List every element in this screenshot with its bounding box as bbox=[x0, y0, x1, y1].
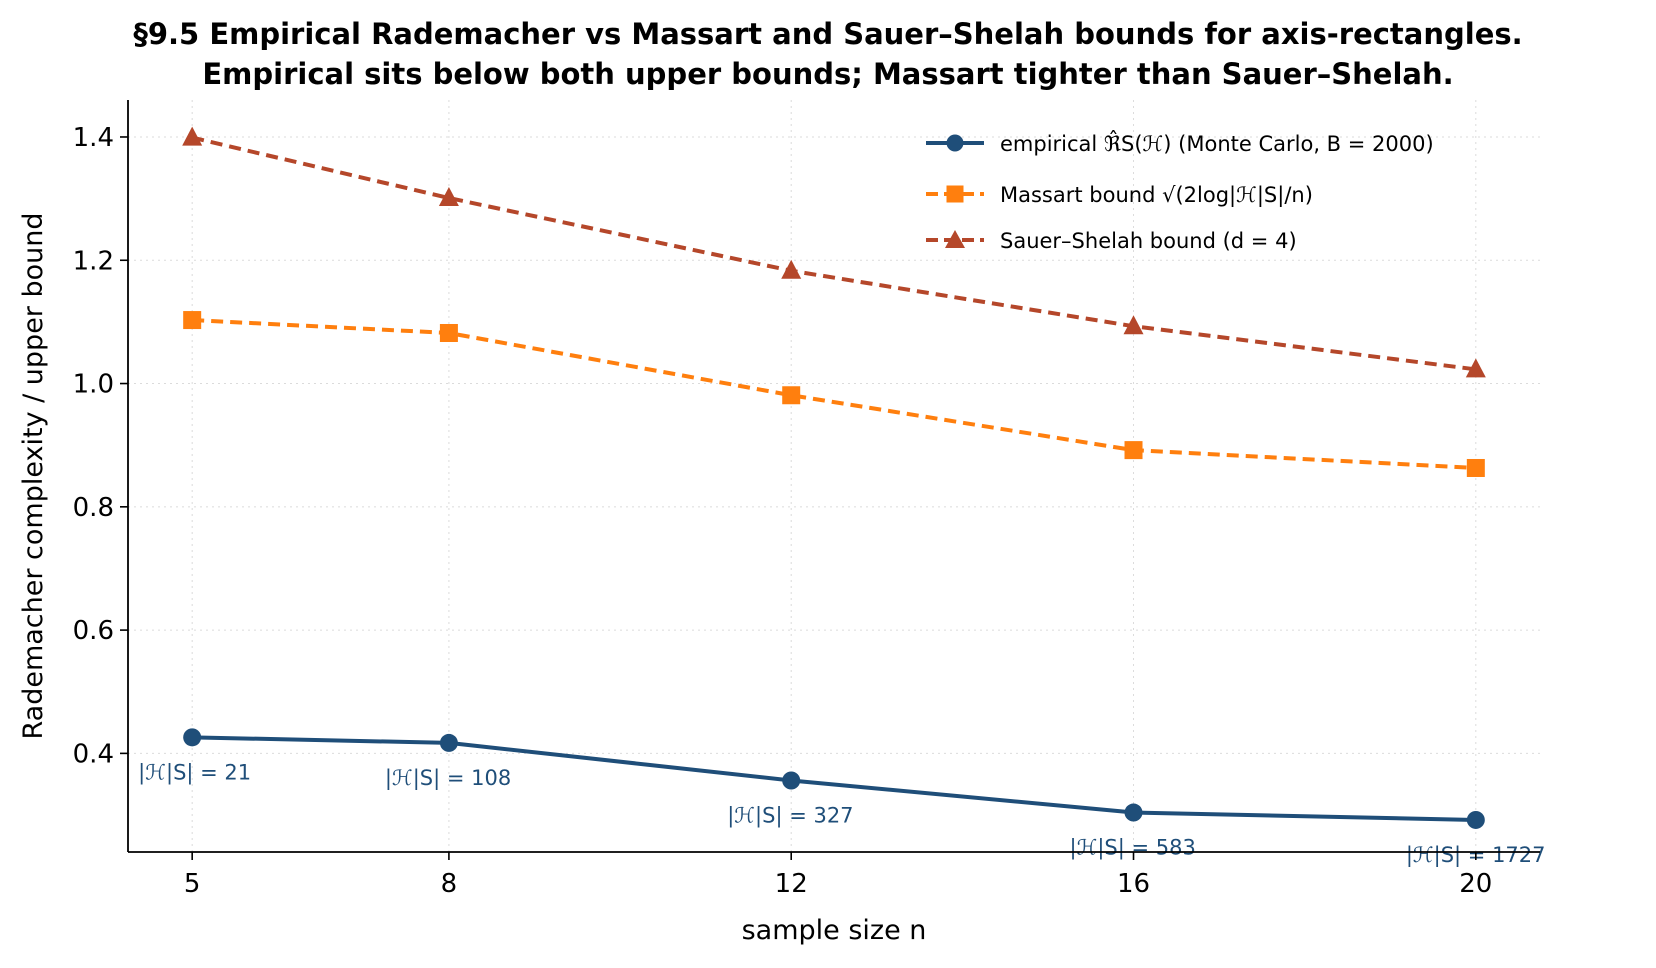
data-point bbox=[439, 323, 458, 342]
tick-layer: 0.4 0.6 0.8 1.0 1.2 1.4 5 8 12 16 20 bbox=[73, 123, 1493, 899]
legend-label-sauer-shelah: Sauer–Shelah bound (d = 4) bbox=[1000, 229, 1297, 253]
series-0 bbox=[183, 728, 1485, 829]
legend-label-empirical: empirical ℜ̂S(ℋ) (Monte Carlo, B = 2000) bbox=[1000, 130, 1434, 156]
data-point bbox=[183, 728, 202, 747]
data-point bbox=[1466, 458, 1485, 477]
legend-label-massart: Massart bound √(2log|ℋ|S|/n) bbox=[1000, 183, 1313, 208]
data-point bbox=[439, 733, 458, 752]
grid bbox=[128, 100, 1540, 852]
x-tick-label: 5 bbox=[184, 869, 201, 899]
point-annotation: |ℋ|S| = 583 bbox=[1070, 836, 1196, 861]
data-point bbox=[782, 771, 801, 790]
data-point bbox=[1124, 803, 1143, 822]
y-tick-label: 1.4 bbox=[73, 123, 114, 153]
legend-item-empirical: empirical ℜ̂S(ℋ) (Monte Carlo, B = 2000) bbox=[926, 130, 1434, 156]
legend-marker bbox=[945, 230, 965, 248]
y-tick-label: 1.0 bbox=[73, 370, 114, 400]
x-tick-label: 8 bbox=[441, 869, 458, 899]
data-point bbox=[782, 386, 801, 405]
data-point bbox=[1124, 441, 1143, 460]
y-axis-label: Rademacher complexity / upper bound bbox=[18, 212, 49, 739]
point-annotation: |ℋ|S| = 327 bbox=[727, 803, 853, 828]
data-point bbox=[1466, 810, 1485, 829]
y-tick-label: 1.2 bbox=[73, 246, 114, 276]
x-tick-label: 20 bbox=[1459, 869, 1492, 899]
chart-title-line-1: §9.5 Empirical Rademacher vs Massart and… bbox=[133, 17, 1522, 51]
series-line bbox=[192, 318, 1476, 470]
y-tick-label: 0.4 bbox=[73, 739, 114, 769]
legend-item-massart: Massart bound √(2log|ℋ|S|/n) bbox=[926, 183, 1313, 208]
legend-item-sauer-shelah: Sauer–Shelah bound (d = 4) bbox=[926, 229, 1297, 253]
data-point bbox=[182, 126, 203, 146]
point-annotation: |ℋ|S| = 21 bbox=[138, 760, 251, 785]
data-point bbox=[438, 187, 459, 207]
legend-marker bbox=[946, 134, 964, 152]
x-tick-label: 16 bbox=[1117, 869, 1150, 899]
legend: empirical ℜ̂S(ℋ) (Monte Carlo, B = 2000)… bbox=[926, 130, 1434, 253]
chart-title-line-2: Empirical sits below both upper bounds; … bbox=[202, 57, 1453, 91]
data-point bbox=[1123, 315, 1144, 335]
y-tick-label: 0.8 bbox=[73, 493, 114, 523]
series-2 bbox=[182, 126, 1486, 378]
annotation-layer: |ℋ|S| = 21 |ℋ|S| = 108 |ℋ|S| = 327 |ℋ|S| = … bbox=[138, 760, 1545, 868]
point-annotation: |ℋ|S| = 108 bbox=[385, 766, 511, 791]
legend-marker bbox=[946, 185, 964, 203]
data-point bbox=[1465, 358, 1486, 378]
x-tick-label: 12 bbox=[775, 869, 808, 899]
series-1 bbox=[183, 311, 1485, 477]
data-point bbox=[781, 259, 802, 279]
y-tick-label: 0.6 bbox=[73, 616, 114, 646]
series-layer bbox=[182, 126, 1486, 829]
series-line bbox=[191, 135, 1477, 372]
data-point bbox=[183, 311, 202, 330]
x-axis-label: sample size n bbox=[742, 915, 927, 946]
